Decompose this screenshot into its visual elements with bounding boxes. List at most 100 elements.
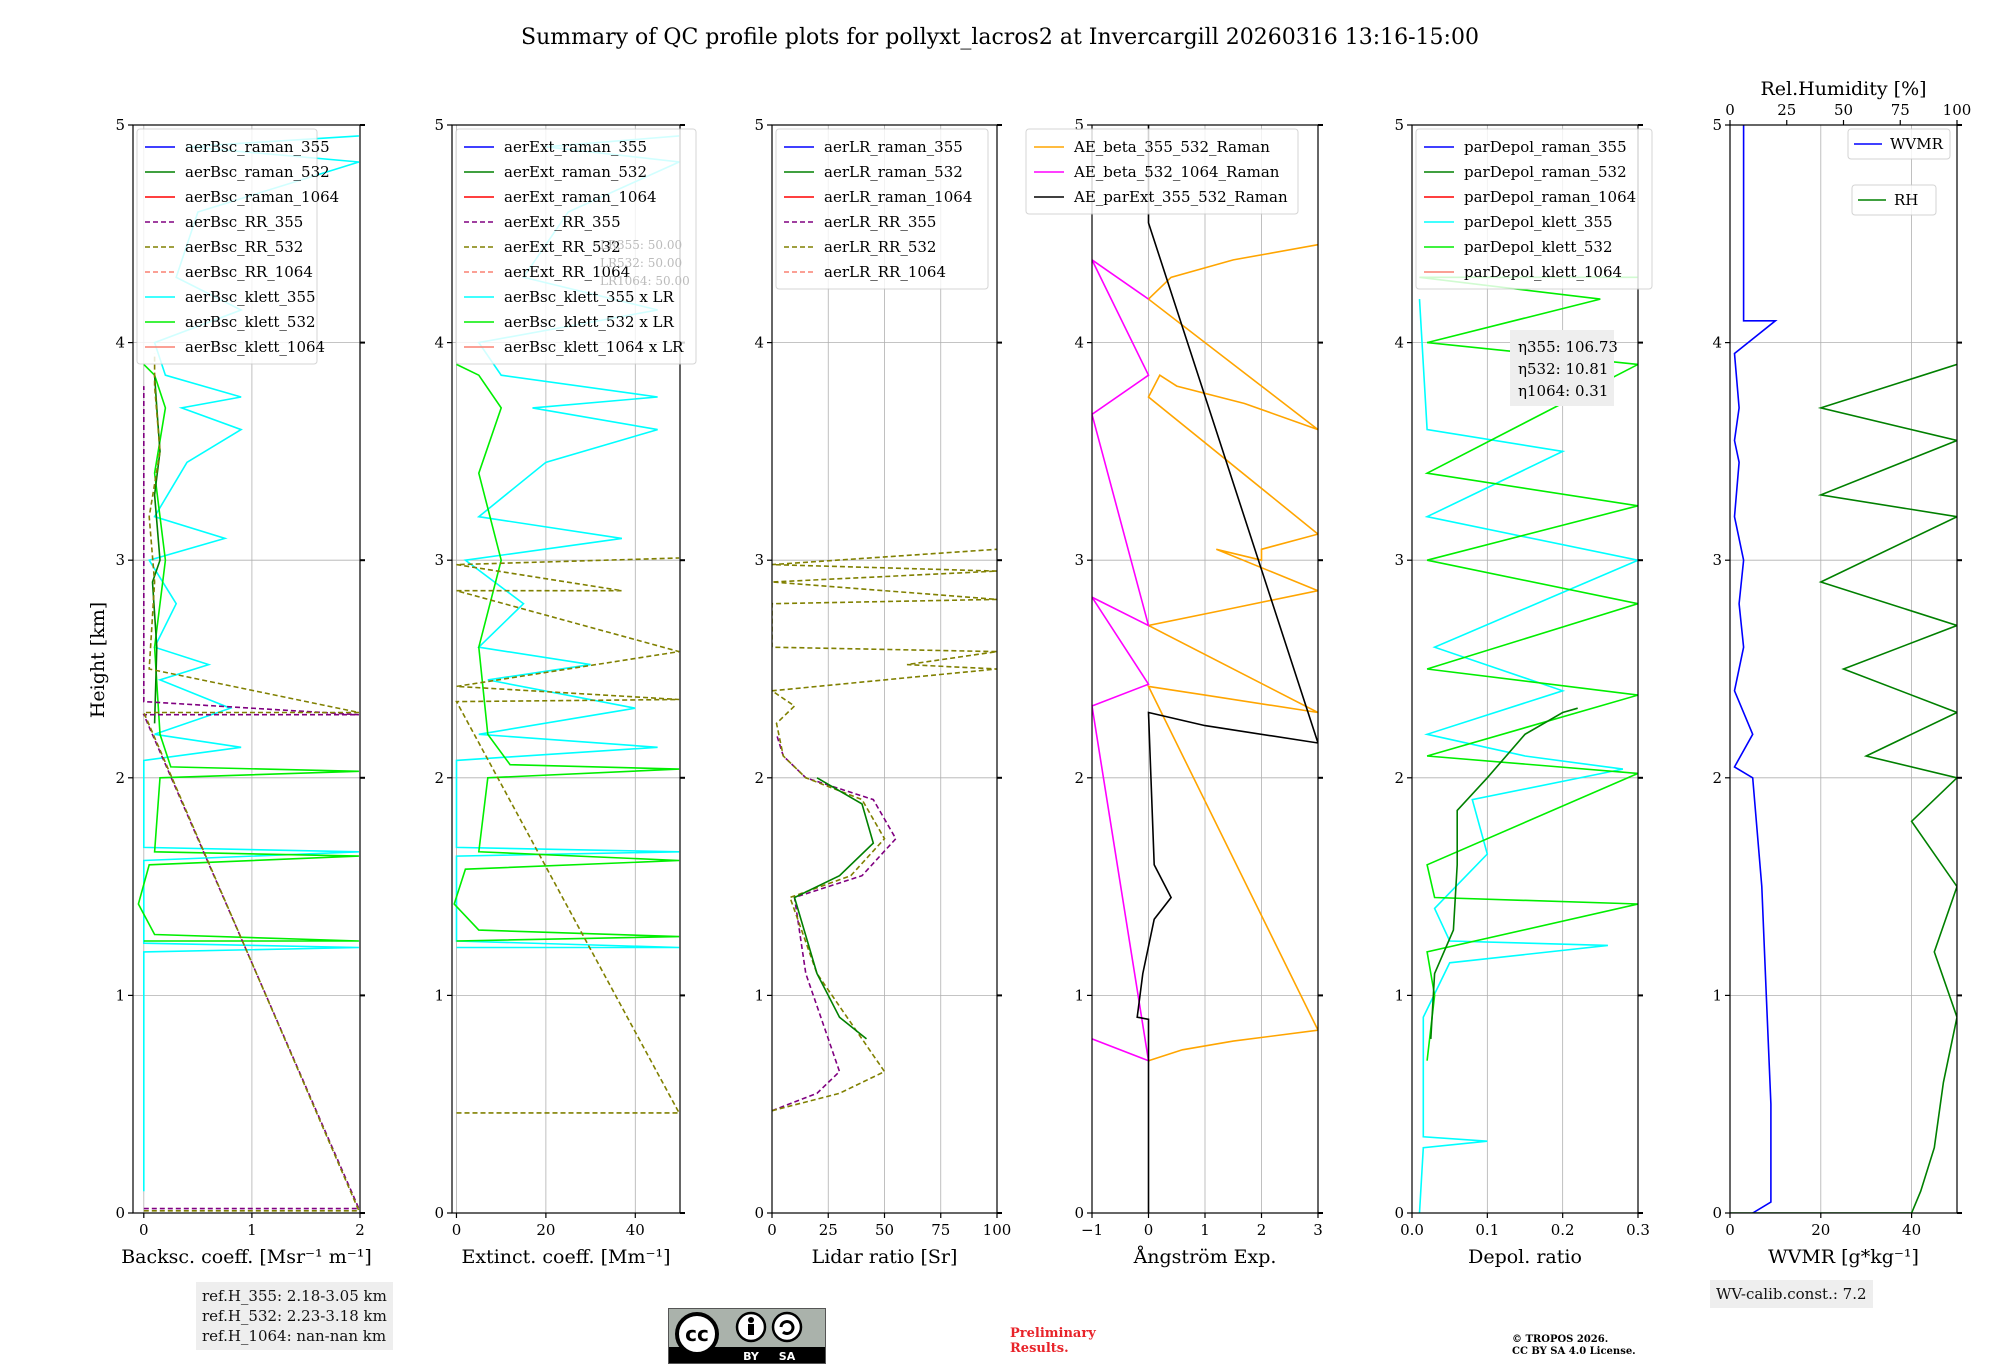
ref-h-1064: ref.H_1064: nan-nan km xyxy=(202,1327,387,1345)
axes-frame xyxy=(771,124,998,1214)
top-axis-label: Rel.Humidity [%] xyxy=(1760,78,1926,100)
legend-label: aerExt_raman_1064 xyxy=(504,188,657,206)
y-tick-label: 3 xyxy=(434,551,444,569)
y-tick-label: 0 xyxy=(1074,1204,1084,1222)
axes-frame xyxy=(132,124,361,1214)
x-tick-label: 0 xyxy=(1144,1221,1154,1239)
legend-label: aerBsc_RR_532 xyxy=(185,238,303,256)
legend-label: RH xyxy=(1894,191,1918,209)
series-AE_beta_532_1064_Raman xyxy=(1092,258,1150,1062)
x-axis-label: Depol. ratio xyxy=(1468,1246,1582,1268)
x-tick-label: 25 xyxy=(819,1221,838,1239)
lr-note: LR355: 50.00 xyxy=(600,238,682,252)
copyright-note: © TROPOS 2026. CC BY SA 4.0 License. xyxy=(1512,1334,1636,1358)
axes-frame xyxy=(1091,124,1319,1214)
legend-label: aerBsc_klett_532 x LR xyxy=(504,313,675,331)
x-tick-label: 0 xyxy=(1725,1221,1735,1239)
x-tick-label: 75 xyxy=(931,1221,950,1239)
y-tick-label: 5 xyxy=(115,116,125,134)
legend-box xyxy=(455,128,697,365)
legend-label: aerExt_RR_355 xyxy=(504,213,621,231)
legend-box xyxy=(1025,128,1299,215)
x-tick-label: 0 xyxy=(767,1221,777,1239)
cc-by-label: BY xyxy=(743,1350,760,1363)
x-axis-label: Lidar ratio [Sr] xyxy=(812,1246,958,1268)
legend-box xyxy=(1851,184,1937,216)
legend-wvmr: WVMR RH xyxy=(1847,128,1951,216)
ref-h-532: ref.H_532: 2.23-3.18 km xyxy=(202,1307,387,1325)
panel-extinction: 0 1 2 3 4 5 0 20 40 Extinct. coeff. [Mm⁻¹] aerExt_… xyxy=(434,116,697,1268)
panel-depol: 0 1 2 3 4 5 0.0 0.1 0.2 0.3 Depol. ratio parDepol_r… xyxy=(1394,116,1653,1268)
y-tick-label: 3 xyxy=(754,551,764,569)
legend-label: AE_parExt_355_532_Raman xyxy=(1073,188,1288,206)
eta-line: η532: 10.81 xyxy=(1518,360,1608,378)
legend-label: AE_beta_355_532_Raman xyxy=(1073,138,1270,156)
y-tick-label: 2 xyxy=(754,769,764,787)
legend-label: parDepol_raman_355 xyxy=(1464,138,1627,156)
legend-box xyxy=(136,128,318,365)
y-tick-label: 1 xyxy=(1074,986,1084,1004)
series-aerLR_RR_532 xyxy=(772,548,997,1112)
y-tick-label: 3 xyxy=(1074,551,1084,569)
series-AE_beta_355_532_Raman xyxy=(1146,243,1318,1062)
series-WVMR xyxy=(1733,125,1778,1213)
y-tick-label: 0 xyxy=(1712,1204,1722,1222)
x-tick-label: 40 xyxy=(626,1221,645,1239)
legend-box xyxy=(1847,128,1951,160)
legend-label: aerBsc_raman_532 xyxy=(185,163,330,181)
x-axis-label: Ångström Exp. xyxy=(1133,1246,1277,1268)
x-axis-label: Extinct. coeff. [Mm⁻¹] xyxy=(461,1246,670,1268)
y-tick-label: 4 xyxy=(1394,334,1404,352)
series-group xyxy=(1092,125,1318,1213)
y-tick-label: 0 xyxy=(1394,1204,1404,1222)
x-tick-label: 2 xyxy=(355,1221,365,1239)
preliminary-results-note: Preliminary Results. xyxy=(1010,1326,1096,1356)
y-tick-label: 2 xyxy=(1394,769,1404,787)
y-tick-label: 1 xyxy=(754,986,764,1004)
top-x-tick-label: 75 xyxy=(1891,101,1910,119)
series-AE_parExt_355_532_Raman xyxy=(1136,125,1318,1213)
legend-label: parDepol_klett_355 xyxy=(1464,213,1613,231)
series-parDepol_klett_355 xyxy=(1418,299,1638,1213)
prelim-line-2: Results. xyxy=(1010,1341,1069,1356)
legend-label: aerBsc_klett_1064 x LR xyxy=(504,338,684,356)
ref-h-355: ref.H_355: 2.18-3.05 km xyxy=(202,1287,387,1305)
series-aerExt_RR_532 xyxy=(455,557,680,1114)
series-parDepol_raman_532 xyxy=(1430,707,1578,1039)
y-tick-label: 4 xyxy=(754,334,764,352)
x-tick-label: 20 xyxy=(536,1221,555,1239)
x-tick-label: 20 xyxy=(1811,1221,1830,1239)
top-x-tick-label: 25 xyxy=(1777,101,1796,119)
series-group xyxy=(1730,125,1957,1213)
top-x-tick-label: 100 xyxy=(1943,101,1972,119)
x-tick-label: 40 xyxy=(1902,1221,1921,1239)
legend-label: aerExt_RR_1064 xyxy=(504,263,630,281)
legend-label: aerBsc_raman_355 xyxy=(185,138,330,156)
legend-label: parDepol_klett_532 xyxy=(1464,238,1613,256)
x-tick-label: 0.2 xyxy=(1551,1221,1575,1239)
wv-calib-label: WV-calib.const.: 7.2 xyxy=(1716,1285,1867,1303)
y-tick-label: 2 xyxy=(1074,769,1084,787)
axes-frame xyxy=(451,124,681,1214)
series-aerLR_RR_355 xyxy=(772,734,897,1112)
y-tick-label: 1 xyxy=(115,986,125,1004)
legend-label: aerExt_raman_355 xyxy=(504,138,647,156)
x-tick-label: 2 xyxy=(1257,1221,1267,1239)
y-tick-label: 3 xyxy=(1394,551,1404,569)
legend-label: aerBsc_RR_1064 xyxy=(185,263,313,281)
y-tick-label: 5 xyxy=(1074,116,1084,134)
legend-label: AE_beta_532_1064_Raman xyxy=(1073,163,1280,181)
series-group xyxy=(772,548,997,1112)
series-aerLR_raman_532 xyxy=(793,777,875,1040)
series-parDepol_klett_532 xyxy=(1419,276,1638,1061)
x-tick-label: 0.1 xyxy=(1475,1221,1499,1239)
legend-label: aerExt_raman_532 xyxy=(504,163,647,181)
y-tick-label: 5 xyxy=(1394,116,1404,134)
y-tick-label: 4 xyxy=(434,334,444,352)
x-tick-label: 100 xyxy=(983,1221,1012,1239)
prelim-line-1: Preliminary xyxy=(1010,1326,1096,1341)
copyright-line-2: CC BY SA 4.0 License. xyxy=(1512,1346,1636,1357)
legend-label: aerLR_raman_1064 xyxy=(824,188,972,206)
